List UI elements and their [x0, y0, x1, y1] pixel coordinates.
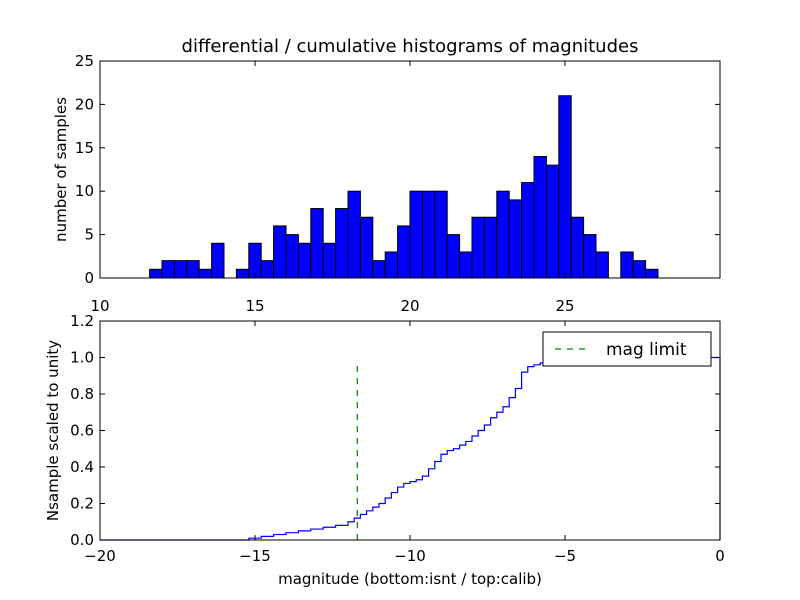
- top-y-tick-label: 10: [75, 182, 94, 200]
- histogram-bar: [434, 190, 448, 279]
- top-y-tick-label: 20: [75, 95, 94, 113]
- legend: mag limit: [542, 331, 712, 367]
- cumulative-lines: [100, 356, 721, 541]
- histogram-bar: [322, 242, 337, 279]
- histogram-bar: [260, 260, 275, 279]
- histogram-bar: [335, 208, 349, 279]
- histogram-bar: [347, 190, 361, 279]
- histogram-bar: [483, 216, 498, 279]
- top-x-tick-label: 15: [245, 297, 264, 315]
- histogram-bar: [508, 199, 523, 279]
- histogram-bar: [496, 190, 510, 279]
- histogram-bar: [583, 234, 597, 279]
- histogram-bar: [471, 216, 485, 279]
- top-x-tick-label: 25: [555, 297, 574, 315]
- top-y-tick-label: 25: [75, 52, 94, 70]
- histogram-bar: [521, 182, 535, 279]
- histogram-bar: [645, 268, 659, 279]
- bottom-y-tick-label: 0.0: [70, 531, 94, 549]
- top-y-tick-label: 5: [84, 226, 94, 244]
- bottom-x-tick-label: −15: [239, 547, 271, 565]
- bottom-cumulative-plot: −20 −15 −10 −5 0 0.0 0.2 0.4 0.6 0.8 1.0 1.2 magnit…: [44, 312, 725, 588]
- histogram-bar: [273, 225, 287, 279]
- histogram-bar: [173, 260, 188, 279]
- histogram-bar: [297, 242, 312, 279]
- histogram-bar: [310, 208, 324, 279]
- top-y-tick-label: 0: [84, 269, 94, 287]
- histogram-bar: [211, 242, 225, 279]
- histogram-bars: [149, 95, 659, 279]
- histogram-bar: [384, 251, 399, 279]
- legend-mag-limit-label: mag limit: [606, 340, 687, 360]
- histogram-bar: [446, 234, 461, 279]
- bottom-y-tick-label: 0.8: [70, 385, 94, 403]
- histogram-bar: [359, 216, 374, 279]
- histogram-bar: [161, 260, 175, 279]
- top-y-tick-label: 15: [75, 139, 94, 157]
- bottom-x-tick-label: −20: [84, 547, 116, 565]
- histogram-bar: [372, 260, 386, 279]
- histogram-bar: [421, 190, 436, 279]
- top-x-tick-label: 10: [90, 297, 109, 315]
- cumulative-step-line: [100, 356, 721, 541]
- bottom-y-tick-label: 0.6: [70, 422, 94, 440]
- bottom-ticks: −20 −15 −10 −5 0 0.0 0.2 0.4 0.6 0.8 1.0 1.2: [70, 312, 725, 565]
- histogram-bar: [620, 251, 634, 279]
- histogram-bar: [235, 268, 250, 279]
- bottom-y-axis-label: Nsample scaled to unity: [44, 340, 62, 521]
- top-y-axis-label: number of samples: [52, 97, 70, 242]
- histogram-bar: [545, 164, 560, 279]
- histogram-bar: [595, 251, 609, 279]
- bottom-y-tick-label: 0.4: [70, 458, 94, 476]
- histogram-bar: [248, 242, 262, 279]
- bottom-x-tick-label: −10: [394, 547, 426, 565]
- histogram-bar: [285, 234, 299, 279]
- histogram-bar: [558, 95, 572, 279]
- histogram-bar: [632, 260, 647, 279]
- top-x-tick-label: 20: [400, 297, 419, 315]
- histogram-bar: [459, 251, 473, 279]
- histogram-bar: [149, 268, 163, 279]
- bottom-x-axis-label: magnitude (bottom:isnt / top:calib): [278, 570, 542, 588]
- top-ticks: 10 15 20 25 0 5 10 15 20 25: [75, 52, 720, 315]
- bottom-y-tick-label: 1.0: [70, 349, 94, 367]
- histogram-bar: [409, 190, 423, 279]
- histogram-bar: [570, 216, 585, 279]
- bottom-y-tick-label: 1.2: [70, 312, 94, 330]
- histogram-bar: [533, 155, 547, 279]
- histogram-bar: [397, 225, 411, 279]
- histogram-bar: [198, 268, 213, 279]
- chart-title: differential / cumulative histograms of …: [182, 36, 639, 57]
- histogram-bar: [186, 260, 200, 279]
- bottom-x-tick-label: −5: [554, 547, 576, 565]
- bottom-x-tick-label: 0: [715, 547, 725, 565]
- top-histogram-plot: differential / cumulative histograms of …: [52, 36, 721, 315]
- bottom-y-tick-label: 0.2: [70, 495, 94, 513]
